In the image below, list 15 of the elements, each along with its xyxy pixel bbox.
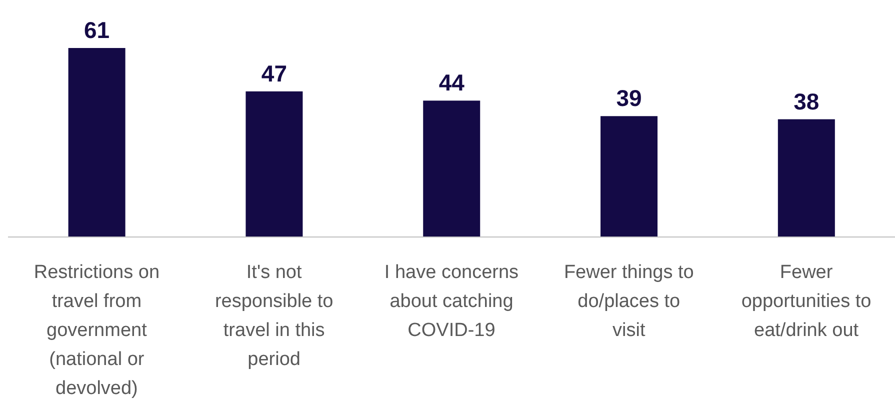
x-tick-label: I have concerns about catching COVID-19	[384, 262, 519, 341]
x-tick-label: Restrictions on travel from government (national or devolved)	[34, 262, 160, 399]
bar	[246, 91, 303, 237]
x-tick-label: Fewer things to do/places to visit	[564, 262, 694, 341]
bar	[778, 119, 835, 237]
bar	[423, 100, 480, 237]
data-label: 61	[84, 17, 110, 43]
data-label: 47	[261, 60, 288, 86]
bar	[600, 116, 658, 237]
x-tick-label: It's not responsible to travel in this period	[214, 262, 334, 370]
data-label: 44	[438, 70, 465, 96]
data-label: 39	[616, 85, 642, 112]
x-tick-label: Fewer opportunities to eat/drink out	[741, 262, 872, 341]
bar	[68, 48, 126, 237]
data-label: 38	[794, 88, 820, 114]
